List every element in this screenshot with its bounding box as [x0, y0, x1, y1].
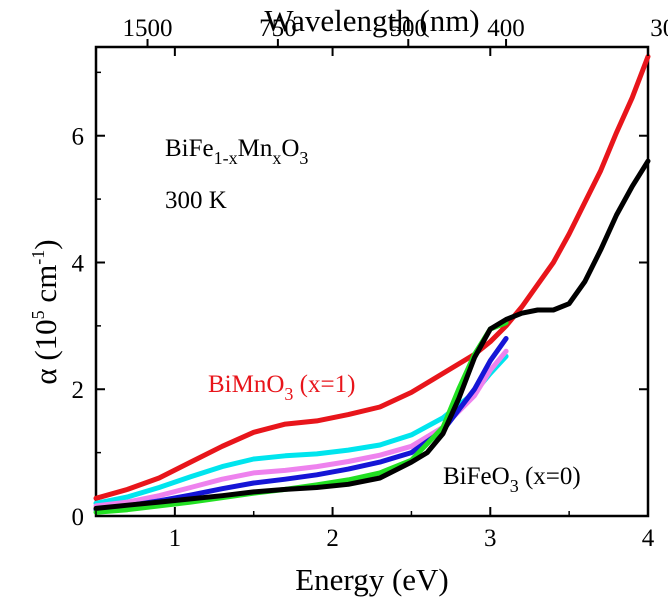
y-axis-alpha: α [28, 368, 63, 384]
x-tick-label-3: 4 [642, 525, 655, 552]
bimno3-label: BiMnO3 (x=1) [208, 371, 355, 404]
top-tick-label-2: 500 [390, 15, 428, 42]
top-tick-label-0: 1500 [123, 15, 173, 42]
axes-layer: 1 2 3 4 0 2 4 6 1500 750 500 400 300 [72, 15, 668, 552]
y-tick-label-0: 0 [72, 504, 85, 531]
x-axis-title: Energy (eV) [295, 562, 449, 597]
y-tick-label-1: 2 [72, 377, 85, 404]
top-tick-label-3: 400 [487, 15, 525, 42]
x-tick-label-0: 1 [169, 525, 182, 552]
y-axis-unit: cm [28, 265, 63, 311]
y-axis-close: ) [28, 239, 63, 249]
plot-frame [94, 45, 650, 518]
x-tick-label-2: 3 [484, 525, 497, 552]
x-tick-label-1: 2 [326, 525, 339, 552]
y-axis-title: α (105 cm-1) [28, 239, 63, 384]
temperature-annotation: 300 K [165, 187, 227, 214]
compound-annotation: BiFe1-xMnxO3 [165, 135, 308, 168]
y-axis-unit-exp: -1 [28, 250, 48, 265]
y-tick-label-2: 4 [72, 250, 85, 277]
svg-text:α (105 cm-1): α (105 cm-1) [28, 239, 63, 384]
y-axis-open: (10 [28, 319, 63, 360]
y-axis-exp: 5 [28, 310, 48, 319]
top-axis-title: Wavelength (nm) [264, 3, 479, 38]
bifeo3-label: BiFeO3 (x=0) [443, 463, 581, 496]
series-line-0 [93, 54, 651, 501]
series-line-5 [93, 158, 651, 511]
top-tick-label-1: 750 [259, 15, 297, 42]
top-tick-label-4: 300 [650, 15, 668, 42]
y-tick-label-3: 6 [72, 124, 85, 151]
series-layer [93, 54, 651, 515]
plot-border [94, 45, 650, 518]
